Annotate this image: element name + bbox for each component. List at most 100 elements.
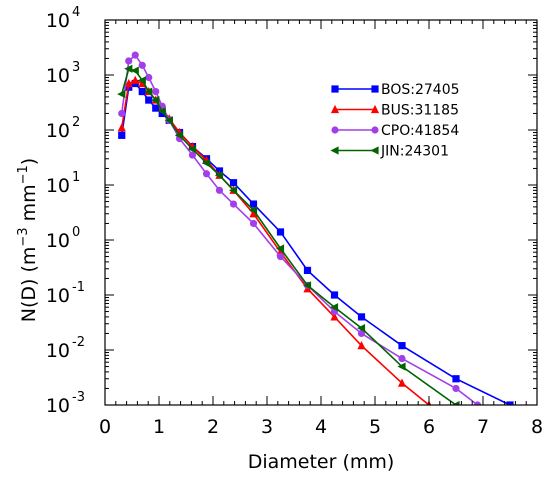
legend-marker [330, 104, 340, 114]
data-point [330, 312, 339, 321]
y-tick-label: 10 [46, 175, 70, 197]
x-tick-label: 0 [99, 416, 111, 438]
x-tick-label: 7 [477, 416, 489, 438]
data-point [330, 291, 339, 299]
legend-label: BUS:31185 [381, 103, 459, 119]
data-point [118, 131, 126, 139]
data-point [249, 209, 258, 218]
y-tick-exponent: -2 [72, 335, 85, 350]
x-tick-label: 3 [261, 416, 273, 438]
y-tick-label: 10 [46, 285, 70, 307]
legend-label: CPO:41854 [381, 123, 459, 139]
y-tick-label: 10 [46, 230, 70, 252]
y-tick-label: 10 [46, 10, 70, 32]
x-tick-label: 2 [207, 416, 219, 438]
data-point [117, 89, 126, 99]
data-point [302, 281, 312, 290]
data-point [131, 51, 139, 59]
data-point [329, 303, 339, 312]
data-point [474, 401, 482, 405]
data-point [397, 362, 406, 371]
x-tick-label: 8 [531, 416, 543, 438]
data-point [138, 61, 146, 69]
data-point [117, 123, 126, 132]
data-point [130, 66, 139, 75]
legend-marker [330, 146, 339, 155]
data-point [144, 87, 153, 96]
series-jin [117, 64, 460, 405]
data-point [275, 244, 285, 253]
data-point [152, 87, 160, 96]
data-point [452, 375, 460, 383]
y-tick-label: 10 [46, 65, 70, 87]
data-point [131, 75, 140, 84]
data-point [398, 354, 406, 363]
data-point [303, 266, 312, 275]
y-tick-label: 10 [46, 120, 70, 142]
data-point [145, 96, 153, 104]
data-point [276, 228, 285, 236]
legend-marker [331, 85, 339, 93]
x-axis-label: Diameter (mm) [248, 451, 395, 473]
y-tick-exponent: 4 [72, 5, 80, 20]
data-point [357, 313, 366, 321]
data-point [145, 73, 153, 82]
y-tick-label: 10 [46, 340, 70, 362]
data-point [451, 400, 460, 405]
data-point [229, 179, 238, 187]
data-point [151, 95, 160, 105]
data-point [202, 170, 211, 178]
x-tick-label: 5 [369, 416, 381, 438]
data-point [164, 116, 173, 125]
data-point [228, 186, 238, 195]
data-point [398, 342, 406, 350]
legend-marker [370, 146, 379, 155]
data-point [215, 186, 224, 194]
data-point [452, 384, 460, 393]
plot-marks [117, 51, 514, 405]
y-tick-exponent: 1 [72, 170, 80, 185]
data-point [397, 378, 407, 387]
data-point [276, 252, 285, 261]
data-point [174, 131, 184, 140]
legend-entry: JIN:24301 [330, 144, 449, 160]
data-point [157, 107, 166, 116]
data-point [506, 401, 514, 405]
legend-marker [370, 104, 380, 114]
data-point [124, 64, 133, 73]
y-axis-label: N(D) (m−3 mm−1) [16, 158, 40, 322]
legend-entry: BOS:27405 [331, 82, 460, 98]
data-point [125, 57, 133, 65]
y-tick-exponent: -3 [72, 390, 85, 405]
data-point [214, 171, 224, 180]
y-tick-exponent: 0 [72, 225, 80, 240]
x-tick-label: 1 [153, 416, 165, 438]
y-tick-exponent: 2 [72, 115, 80, 130]
y-tick-exponent: 3 [72, 60, 80, 75]
data-point [201, 159, 211, 168]
data-point [152, 104, 160, 112]
x-tick-label: 4 [315, 416, 327, 438]
data-point [118, 109, 126, 118]
data-point [357, 341, 366, 350]
y-tick-exponent: -1 [72, 280, 85, 295]
series-cpo [118, 51, 482, 405]
legend-entry: BUS:31185 [330, 103, 459, 119]
x-tick-label: 6 [423, 416, 435, 438]
legend-entry: CPO:41854 [331, 123, 459, 139]
plot-frame [104, 19, 538, 406]
data-point [249, 200, 258, 208]
legend: BOS:27405 BUS:31185 CPO:41854 JIN:24301 [330, 82, 460, 160]
data-point [187, 144, 197, 154]
data-point [229, 200, 238, 208]
data-point [124, 78, 133, 88]
legend-marker [331, 126, 339, 134]
data-point [188, 151, 197, 159]
data-point [249, 219, 258, 228]
data-point [138, 87, 146, 96]
data-point [356, 324, 366, 333]
data-point [137, 76, 146, 85]
legend-marker [371, 126, 379, 134]
